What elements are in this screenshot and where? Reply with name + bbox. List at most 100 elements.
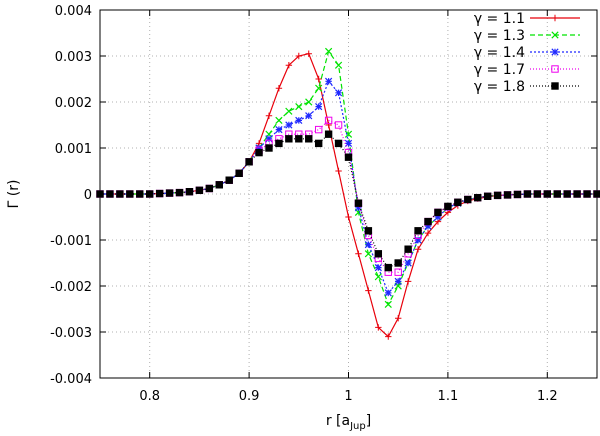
legend-label: γ = 1.7 [474,62,525,78]
data-point [344,139,353,148]
data-point [275,125,283,134]
data-point [344,130,353,138]
data-point [305,50,312,57]
data-point [583,190,591,198]
data-point [314,139,323,148]
x-tick-label: 1.2 [537,389,558,404]
data-point [394,259,402,267]
data-point [285,135,293,143]
data-point [533,190,542,198]
y-tick-label: -0.003 [50,326,92,341]
data-point [551,82,559,90]
data-point [106,190,114,198]
data-point [374,250,383,258]
data-point [285,121,293,129]
data-point [414,227,422,235]
x-axis-title-main: r [a [326,413,350,429]
data-point [543,190,551,198]
data-point [444,202,452,211]
legend-item: γ = 1.7 [474,62,580,78]
data-point [136,190,144,198]
y-tick-label: 0.002 [55,96,92,111]
data-point [126,190,134,198]
legend: γ = 1.1γ = 1.3γ = 1.4γ = 1.7γ = 1.8 [474,11,580,95]
data-point [265,135,273,143]
data-point [384,263,392,272]
data-point [305,135,313,143]
data-point [275,116,283,125]
data-point [305,98,313,106]
data-point [295,135,303,143]
data-point [394,277,402,286]
data-point [434,208,442,217]
data-point [404,245,412,253]
legend-label: γ = 1.8 [474,79,525,95]
legend-item: γ = 1.8 [474,79,580,95]
series-layer [96,47,600,340]
data-point [275,85,283,92]
x-tick-label: 1 [344,389,352,404]
data-point [573,190,581,198]
data-point [205,184,214,193]
x-tick-label: 0.8 [139,389,160,404]
data-point [146,190,154,198]
data-point [454,198,462,206]
data-point [384,300,392,309]
data-point [165,189,174,197]
data-point [325,121,332,129]
data-point [434,213,442,221]
data-point [483,192,492,201]
data-point [334,139,343,148]
data-point [275,139,283,148]
x-axis-title-close: ] [366,413,371,429]
data-point [324,130,333,138]
data-point [424,222,432,230]
data-point [365,287,372,294]
data-point [384,289,392,297]
data-point [424,217,432,226]
data-point [334,61,343,69]
data-point [195,186,204,195]
data-point [414,246,422,253]
data-point [315,75,322,83]
data-point [324,116,333,125]
data-point [285,107,293,115]
y-tick-label: 0.004 [55,4,92,19]
data-point [364,240,373,249]
data-point [155,189,164,198]
data-point [474,193,482,202]
y-axis-title: Γ (r) [6,180,22,209]
y-tick-label: 0 [84,188,92,203]
data-point [305,112,313,120]
data-point [265,112,273,119]
data-point [375,324,382,331]
legend-label: γ = 1.3 [474,28,525,44]
data-point [315,102,323,111]
data-point [225,176,233,184]
data-point [593,190,600,198]
data-point [374,263,382,272]
data-point [551,65,559,73]
data-point [96,190,104,198]
data-point [324,47,333,56]
data-point [551,31,559,39]
data-point [551,14,559,22]
legend-item: γ = 1.4 [474,45,580,61]
series-5 [96,130,600,272]
data-point [334,89,343,97]
data-point [553,190,561,198]
data-point [493,191,502,200]
data-point [385,333,392,340]
x-axis-title-sub: Jup [349,421,366,432]
data-point [355,250,362,257]
data-point [255,144,263,152]
data-point [364,227,373,235]
data-point [295,52,302,60]
data-point [523,190,532,198]
x-tick-label: 0.9 [239,389,260,404]
x-axis: 0.8 0.9 1 1.1 1.2 [139,10,558,404]
x-axis-title: r [aJup] [326,413,371,432]
data-point [215,181,223,189]
data-point [404,259,412,267]
